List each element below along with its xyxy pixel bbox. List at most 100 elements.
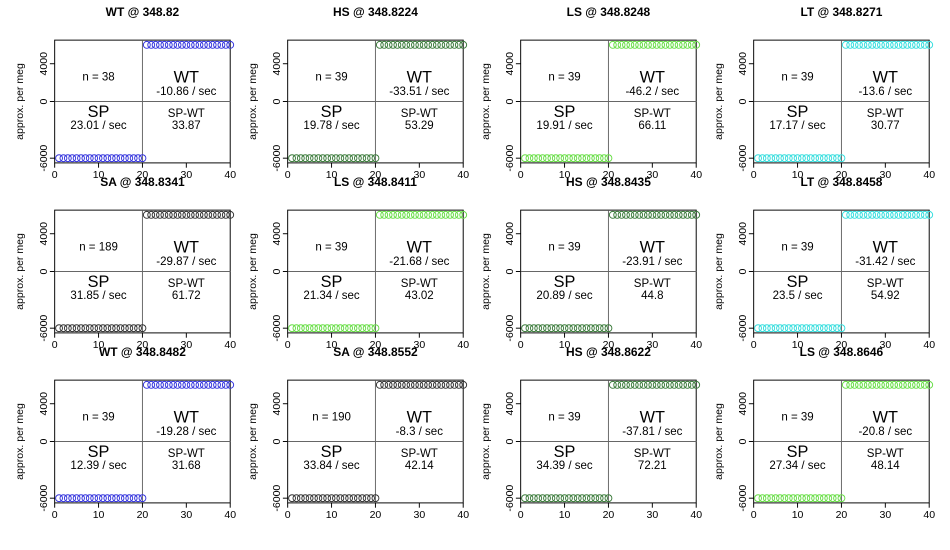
data-point xyxy=(411,210,419,219)
sp-label: SP xyxy=(88,103,110,121)
x-tick-label: 40 xyxy=(690,339,702,351)
y-tick-label: 4000 xyxy=(504,52,516,76)
data-point xyxy=(617,380,626,389)
y-tick-label: 0 xyxy=(737,98,749,104)
data-point xyxy=(793,154,802,163)
diff-value: 61.72 xyxy=(172,290,201,302)
data-point xyxy=(841,40,850,49)
data-point xyxy=(846,40,855,49)
data-point xyxy=(565,494,573,503)
diff-label: SP-WT xyxy=(401,448,438,460)
data-point xyxy=(824,154,833,163)
sp-label: SP xyxy=(554,273,576,291)
data-point xyxy=(591,154,600,163)
data-point xyxy=(635,40,644,49)
data-point xyxy=(802,154,811,163)
data-point xyxy=(85,324,94,333)
sp-rate: 34.39 / sec xyxy=(536,460,593,472)
sp-label: SP xyxy=(787,443,809,461)
data-point xyxy=(543,154,551,163)
data-point xyxy=(644,210,652,219)
data-point xyxy=(819,324,828,333)
data-point xyxy=(687,210,696,219)
data-point xyxy=(767,494,776,503)
data-point xyxy=(446,210,454,219)
data-point xyxy=(332,324,340,333)
data-point xyxy=(323,494,332,503)
sp-rate: 21.34 / sec xyxy=(303,290,360,302)
x-tick-label: 40 xyxy=(690,509,702,521)
data-point xyxy=(824,324,833,333)
x-tick-label: 20 xyxy=(603,169,615,181)
data-point xyxy=(81,154,90,163)
diff-value: 33.87 xyxy=(172,120,201,132)
data-point xyxy=(85,154,94,163)
y-tick-label: -6000 xyxy=(38,315,50,342)
data-point xyxy=(767,324,776,333)
data-point xyxy=(635,380,644,389)
data-point xyxy=(789,324,798,333)
data-point xyxy=(780,324,789,333)
data-point xyxy=(94,324,103,333)
diff-value: 44.8 xyxy=(641,290,663,302)
x-tick-label: 40 xyxy=(457,169,469,181)
data-point xyxy=(208,210,217,219)
y-tick-label: -6000 xyxy=(504,485,516,512)
data-point xyxy=(811,324,820,333)
data-point xyxy=(288,154,296,163)
sp-rate: 33.84 / sec xyxy=(303,460,360,472)
data-point xyxy=(657,210,666,219)
y-tick-label: -6000 xyxy=(504,145,516,172)
x-tick-label: 0 xyxy=(518,509,524,521)
data-point xyxy=(525,324,534,333)
data-point xyxy=(72,154,81,163)
data-point xyxy=(213,40,221,49)
data-point xyxy=(186,40,195,49)
data-point xyxy=(780,154,789,163)
x-tick-label: 0 xyxy=(285,169,291,181)
panel: LT @ 348.8271 0 10 20 30 40 -6000 0 4000 approx. … xyxy=(699,0,935,181)
y-axis-label: approx. per meg xyxy=(247,63,259,140)
y-tick-label: 0 xyxy=(737,268,749,274)
sp-rate: 17.17 / sec xyxy=(769,120,826,132)
data-point xyxy=(213,210,221,219)
data-point xyxy=(134,494,142,503)
data-point xyxy=(652,40,661,49)
sp-label: SP xyxy=(88,443,110,461)
data-point xyxy=(336,494,345,503)
data-point xyxy=(881,380,890,389)
data-point xyxy=(543,494,551,503)
data-point xyxy=(573,324,582,333)
data-point xyxy=(55,324,63,333)
data-point xyxy=(380,380,389,389)
panel-title: WT @ 348.8482 xyxy=(99,345,186,359)
data-point xyxy=(151,210,160,219)
diff-value: 54.92 xyxy=(871,290,900,302)
wt-rate: -37.81 / sec xyxy=(622,426,682,438)
data-point xyxy=(454,380,463,389)
data-point xyxy=(327,324,336,333)
data-point xyxy=(776,494,784,503)
data-point xyxy=(762,154,771,163)
data-point xyxy=(310,324,318,333)
data-point xyxy=(419,380,428,389)
data-point xyxy=(406,210,415,219)
data-point xyxy=(683,40,692,49)
data-point xyxy=(208,380,217,389)
data-point xyxy=(68,494,77,503)
data-point xyxy=(595,324,604,333)
wt-label: WT xyxy=(407,69,432,87)
data-point xyxy=(582,154,591,163)
data-point xyxy=(375,380,384,389)
data-point xyxy=(890,40,899,49)
data-point xyxy=(112,154,121,163)
data-point xyxy=(560,494,569,503)
data-point xyxy=(630,40,639,49)
data-point xyxy=(652,210,661,219)
data-point xyxy=(630,210,639,219)
data-point xyxy=(103,494,112,503)
data-point xyxy=(635,210,644,219)
data-point xyxy=(683,210,692,219)
data-point xyxy=(683,380,692,389)
data-point xyxy=(182,380,191,389)
